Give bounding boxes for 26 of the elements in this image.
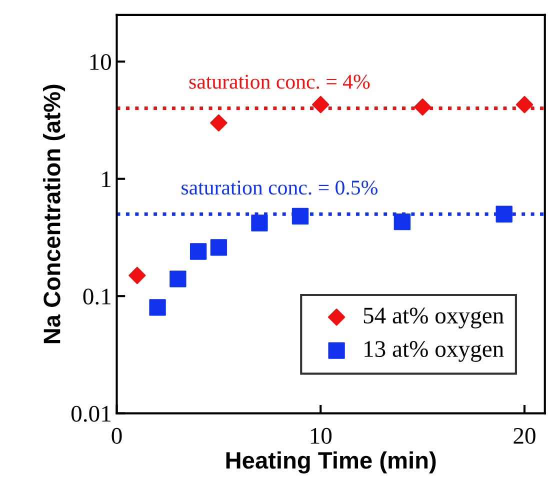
point — [210, 239, 228, 256]
point — [312, 96, 330, 114]
y-tick-label: 0.1 — [83, 288, 110, 305]
y-tick-label: 10 — [90, 54, 111, 70]
point — [516, 96, 534, 114]
x-tick-label: 0 — [112, 428, 122, 444]
point — [292, 208, 309, 225]
point — [210, 114, 228, 132]
point — [149, 299, 166, 316]
point — [190, 243, 207, 260]
point — [496, 206, 512, 222]
y-tick-label: 0.01 — [71, 406, 110, 422]
point — [170, 270, 186, 288]
ref-line-label: saturation conc. = 4% — [189, 74, 370, 89]
legend-label: 54 at% oxygen — [364, 308, 504, 328]
y-axis-title: Na Concentration (at%) — [43, 84, 66, 344]
x-tick-label: 10 — [310, 428, 332, 444]
legend-label: 13 at% oxygen — [364, 341, 504, 362]
point — [251, 214, 268, 232]
point — [394, 213, 411, 230]
x-tick-label: 20 — [514, 428, 536, 444]
x-axis-title: Heating Time (min) — [226, 451, 436, 474]
point — [414, 98, 432, 116]
point — [128, 266, 146, 284]
ref-line-label: saturation conc. = 0.5% — [182, 180, 378, 195]
y-tick-label: 1 — [102, 171, 110, 188]
